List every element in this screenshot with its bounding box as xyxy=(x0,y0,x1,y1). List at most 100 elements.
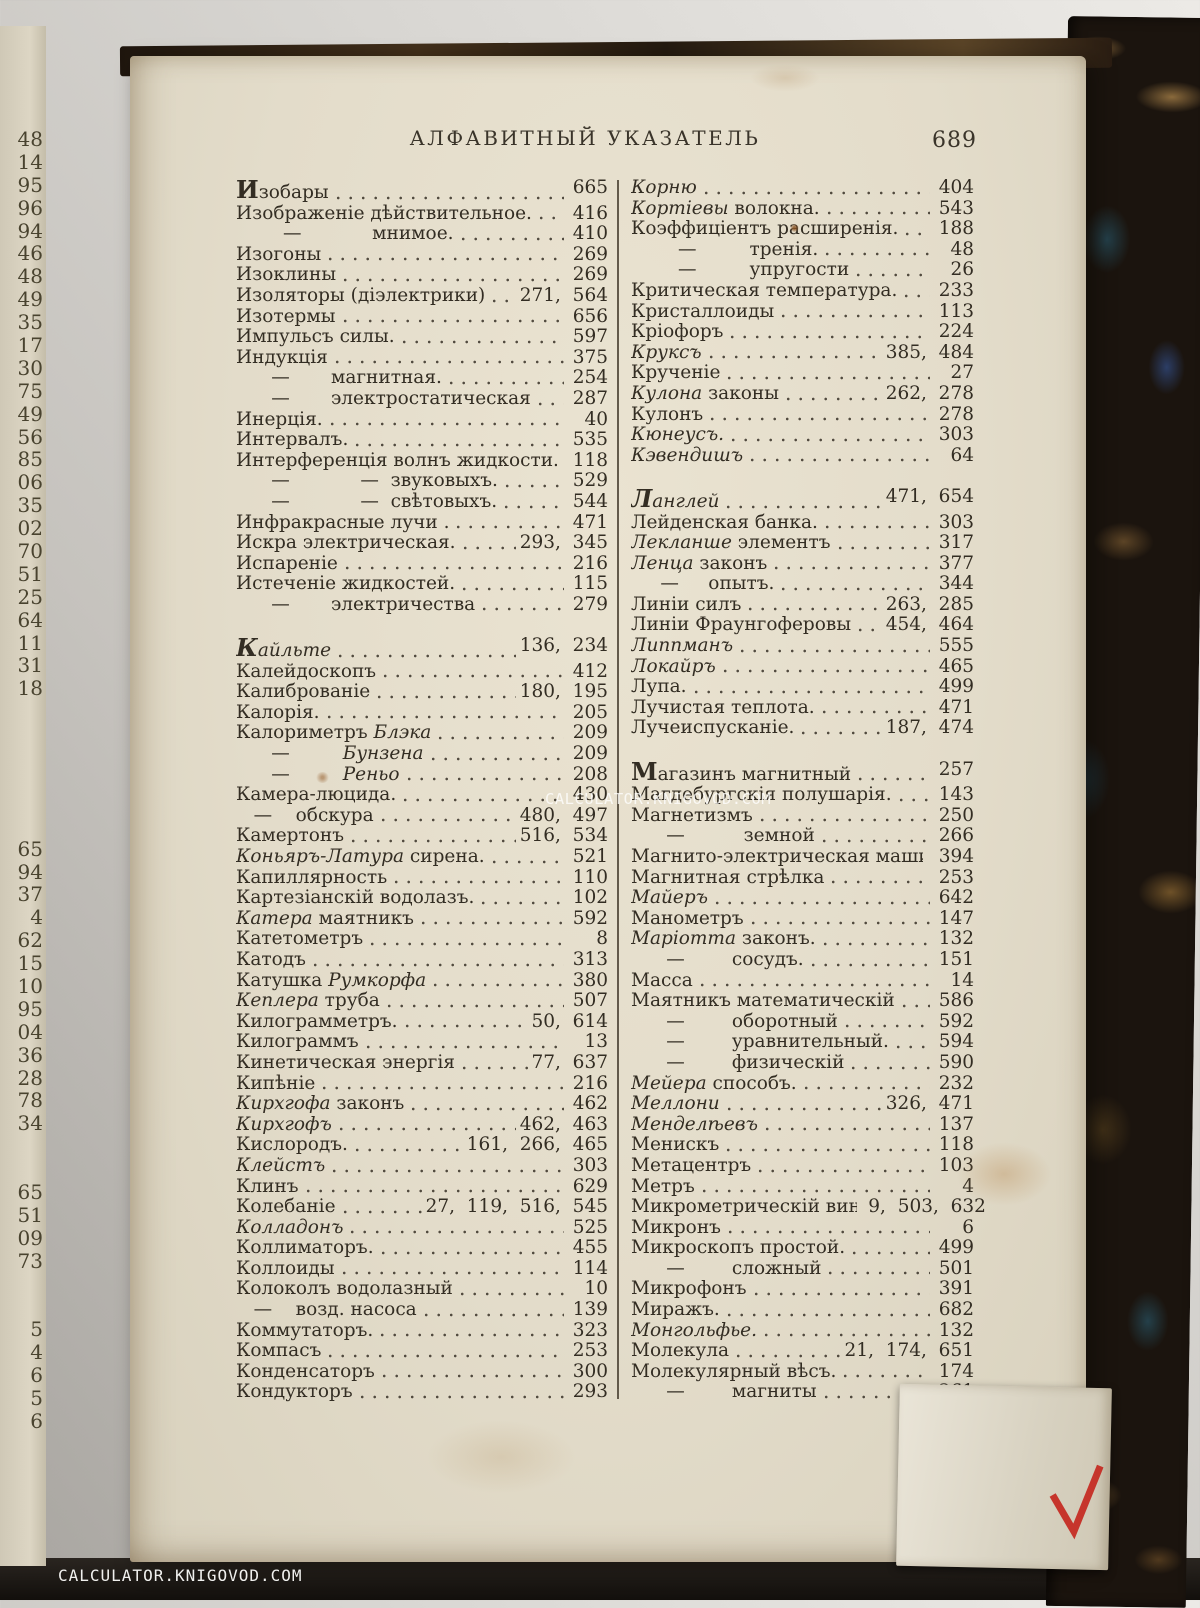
entry-pages: 250 xyxy=(938,804,974,826)
entry-pages: 597 xyxy=(572,326,608,348)
entry-label: Кислородъ. xyxy=(236,1135,348,1156)
dot-leader xyxy=(342,1208,422,1215)
index-entry: Калорія. 205 xyxy=(236,701,608,724)
dot-leader xyxy=(433,982,564,989)
dot-leader xyxy=(904,292,930,299)
edge-number: 17 xyxy=(17,333,43,358)
entry-label: Кулонъ xyxy=(631,404,704,425)
entry-label: Кріофоръ xyxy=(631,322,724,343)
index-entry: Лупа. 499 xyxy=(631,677,974,698)
dot-leader xyxy=(748,606,882,613)
entry-pages: 8 xyxy=(596,928,608,950)
edge-number: 78 xyxy=(17,1088,43,1113)
entry-label: Крученіе xyxy=(631,363,721,384)
index-entry: Менискъ 118 xyxy=(631,1135,974,1156)
dot-leader xyxy=(708,354,882,361)
entry-label: Катодъ xyxy=(236,949,306,970)
index-entry: Изогоны 269 xyxy=(236,243,608,266)
dot-leader xyxy=(322,1085,564,1092)
edge-number: 94 xyxy=(17,218,43,243)
dot-leader xyxy=(852,1249,930,1256)
index-entry: Импульсъ силы. 597 xyxy=(236,327,608,348)
index-entry: Компасъ 253 xyxy=(236,1341,608,1362)
entry-pages: 269 xyxy=(572,243,608,265)
foxing-spot xyxy=(426,1420,576,1494)
dot-leader xyxy=(423,1311,564,1318)
entry-pages: 139 xyxy=(572,1299,608,1321)
dot-leader xyxy=(726,1105,882,1112)
entry-pages: 26 xyxy=(950,259,974,281)
entry-label: — — звуковыхъ. xyxy=(236,471,498,492)
entry-pages: 278 xyxy=(938,403,974,425)
entry-label: Изоклины xyxy=(236,265,337,286)
entry-pages: 253 xyxy=(572,1340,608,1362)
dot-leader xyxy=(905,230,930,237)
entry-label: Изображеніе дѣйствительное. xyxy=(236,203,532,224)
entry-pages: 391 xyxy=(938,1278,974,1300)
entry-pages: 161, 266, 465 xyxy=(466,1134,608,1156)
edge-number: 30 xyxy=(17,355,43,380)
entry-label: Изоляторы (діэлектрики) xyxy=(236,285,486,306)
entry-label: Калориметръ Блэка xyxy=(236,723,432,744)
edge-number: 73 xyxy=(17,1248,43,1273)
main-page: АЛФАВИТНЫЙ УКАЗАТЕЛЬ 689 Изобары 665 Изобр… xyxy=(130,56,1086,1562)
entry-pages: 77, 637 xyxy=(531,1051,609,1073)
entry-label: Миражъ. xyxy=(631,1300,720,1321)
entry-label: Истеченіе жидкостей. xyxy=(236,574,456,595)
entry-label: — оборотный xyxy=(631,1011,838,1032)
entry-label: Лучеиспусканіе. xyxy=(631,718,795,739)
entry-pages: 209 xyxy=(572,743,608,765)
entry-pages: 592 xyxy=(572,907,608,929)
entry-pages: 592 xyxy=(938,1010,974,1032)
index-column-right: Корню 404 Кортіевы волокна. 543 Коэффиціентъ… xyxy=(631,177,986,1403)
entry-pages: 132 xyxy=(938,928,974,950)
entry-pages: 499 xyxy=(938,676,974,698)
entry-pages: 465 xyxy=(938,655,974,677)
entry-pages: 521 xyxy=(572,846,608,867)
dot-leader xyxy=(380,1332,564,1339)
entry-label: — электростатическая xyxy=(236,388,531,409)
edge-number: 10 xyxy=(17,973,43,998)
index-entry: — магнитная. 254 xyxy=(236,368,608,389)
entry-label: Кюнеусъ. xyxy=(631,425,725,446)
entry-label: — Бунзена xyxy=(236,744,424,765)
index-entry: Камертонъ 516, 534 xyxy=(236,826,608,847)
entry-pages: 188 xyxy=(938,218,974,240)
entry-label: Кондукторъ xyxy=(236,1382,353,1403)
dot-leader xyxy=(456,524,564,531)
dot-leader xyxy=(537,400,564,407)
entry-pages: 555 xyxy=(938,635,974,657)
entry-pages: 326, 471 xyxy=(885,1093,974,1115)
entry-pages: 303 xyxy=(572,1154,608,1176)
dot-leader xyxy=(843,1373,930,1380)
entry-pages: 269 xyxy=(572,264,608,286)
entry-pages: 118 xyxy=(572,449,608,471)
edge-number: 6 xyxy=(30,1408,43,1433)
entry-pages: 216 xyxy=(572,552,608,574)
dot-leader xyxy=(758,1167,930,1174)
index-entry: Маріотта законъ. 132 xyxy=(631,929,974,950)
edge-number: 49 xyxy=(17,287,43,312)
index-entry: Капиллярность 110 xyxy=(236,867,608,889)
edge-number: 35 xyxy=(17,310,43,335)
index-entry: — — звуковыхъ. 529 xyxy=(236,471,608,492)
entry-pages: 480, 497 xyxy=(519,804,608,826)
index-entry: Кайльте 136, 234 xyxy=(236,635,608,662)
dot-leader xyxy=(781,313,930,320)
entry-label: Молекула xyxy=(631,1341,730,1362)
dot-leader xyxy=(504,482,564,489)
entry-label: Масса xyxy=(631,970,693,991)
entry-pages: 266 xyxy=(938,825,974,847)
index-entry: Интервалъ. 535 xyxy=(236,430,608,451)
dot-leader xyxy=(801,730,882,737)
dot-leader xyxy=(736,1352,841,1359)
index-column-left: Изобары 665 Изображеніе дѣйствительное. 416… xyxy=(236,177,609,1403)
entry-pages: 205 xyxy=(572,701,608,723)
dot-leader xyxy=(334,359,564,366)
index-entry: — электростатическая 287 xyxy=(236,388,608,410)
entry-pages: 50, 614 xyxy=(531,1010,609,1032)
index-entry: Калиброваніе 180, 195 xyxy=(236,682,608,703)
entry-pages: 313 xyxy=(572,948,608,970)
entry-pages: 103 xyxy=(938,1154,974,1176)
edge-number xyxy=(18,1295,43,1318)
